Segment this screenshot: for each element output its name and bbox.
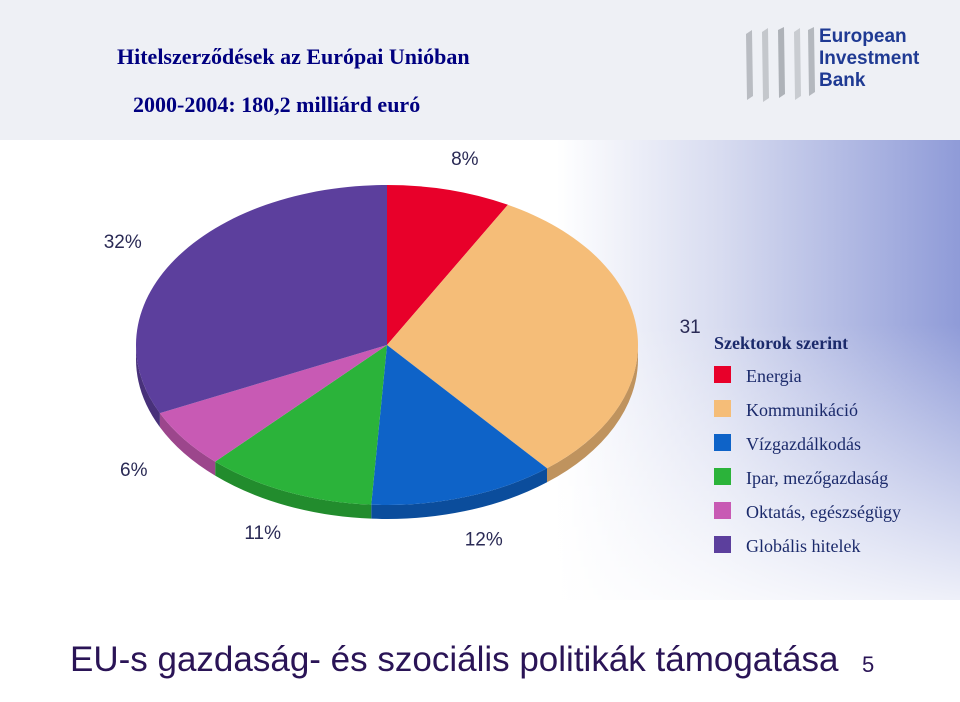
pie-slice-1	[387, 204, 638, 469]
legend-swatch-5	[714, 536, 731, 553]
legend-label-0: Energia	[746, 366, 802, 386]
legend-item-1: Kommunikáció	[714, 398, 946, 422]
slice-label-4: 6%	[120, 460, 148, 481]
legend-item-2: Vízgazdálkodás	[714, 432, 946, 456]
logo-line-1: European	[819, 26, 907, 47]
logo-line-3: Bank	[819, 70, 866, 91]
logo-bar-1	[746, 30, 753, 100]
pie-chart: 8% 31% 12% 11% 6% 32%	[104, 149, 700, 551]
pie-slice-4	[159, 345, 387, 462]
page-number: 5	[862, 652, 875, 677]
logo-bar-4	[794, 28, 801, 100]
legend-item-4: Oktatás, egészségügy	[714, 500, 946, 524]
legend-label-4: Oktatás, egészségügy	[746, 502, 901, 522]
pie-side-3	[215, 461, 372, 519]
pie-side-1	[546, 345, 638, 483]
legend-item-3: Ipar, mezőgazdaság	[714, 466, 946, 490]
page-subtitle: 2000-2004: 180,2 milliárd euró	[133, 92, 421, 117]
slice-label-0: 8%	[451, 149, 479, 170]
logo-text: European Investment Bank	[819, 26, 919, 92]
logo-bar-2	[762, 28, 769, 102]
pie-side-5	[136, 345, 160, 428]
legend-label-1: Kommunikáció	[746, 400, 858, 420]
legend-title: Szektorok szerint	[714, 333, 849, 353]
pie-slice-3	[215, 345, 387, 505]
footer-text: EU-s gazdaság- és szociális politikák tá…	[70, 640, 839, 679]
pie-side-4	[159, 413, 216, 476]
logo-line-2: Investment	[819, 48, 920, 69]
pie-slice-5	[135, 185, 387, 414]
legend-swatch-2	[714, 434, 731, 451]
legend-label-3: Ipar, mezőgazdaság	[746, 468, 889, 488]
logo-bar-5	[808, 27, 815, 96]
legend-swatch-3	[714, 468, 731, 485]
legend-swatch-1	[714, 400, 731, 417]
slice-label-1: 31%	[680, 317, 700, 338]
page-title: Hitelszerződések az Európai Unióban	[117, 44, 470, 69]
logo-bar-3	[778, 27, 785, 98]
legend: Szektorok szerint Energia Kommunikáció Víz…	[714, 333, 946, 568]
legend-item-5: Globális hitelek	[714, 534, 946, 558]
slice-label-2: 12%	[465, 530, 503, 551]
slice-label-3: 11%	[244, 523, 281, 544]
legend-item-0: Energia	[714, 364, 946, 388]
legend-label-5: Globális hitelek	[746, 536, 861, 556]
slice-label-5: 32%	[104, 232, 142, 253]
legend-label-2: Vízgazdálkodás	[746, 434, 861, 454]
eib-logo	[746, 27, 815, 102]
legend-swatch-4	[714, 502, 731, 519]
pie-slice-2	[371, 345, 547, 505]
pie-slice-0	[387, 185, 508, 345]
legend-swatch-0	[714, 366, 731, 383]
pie-side-2	[371, 468, 547, 519]
